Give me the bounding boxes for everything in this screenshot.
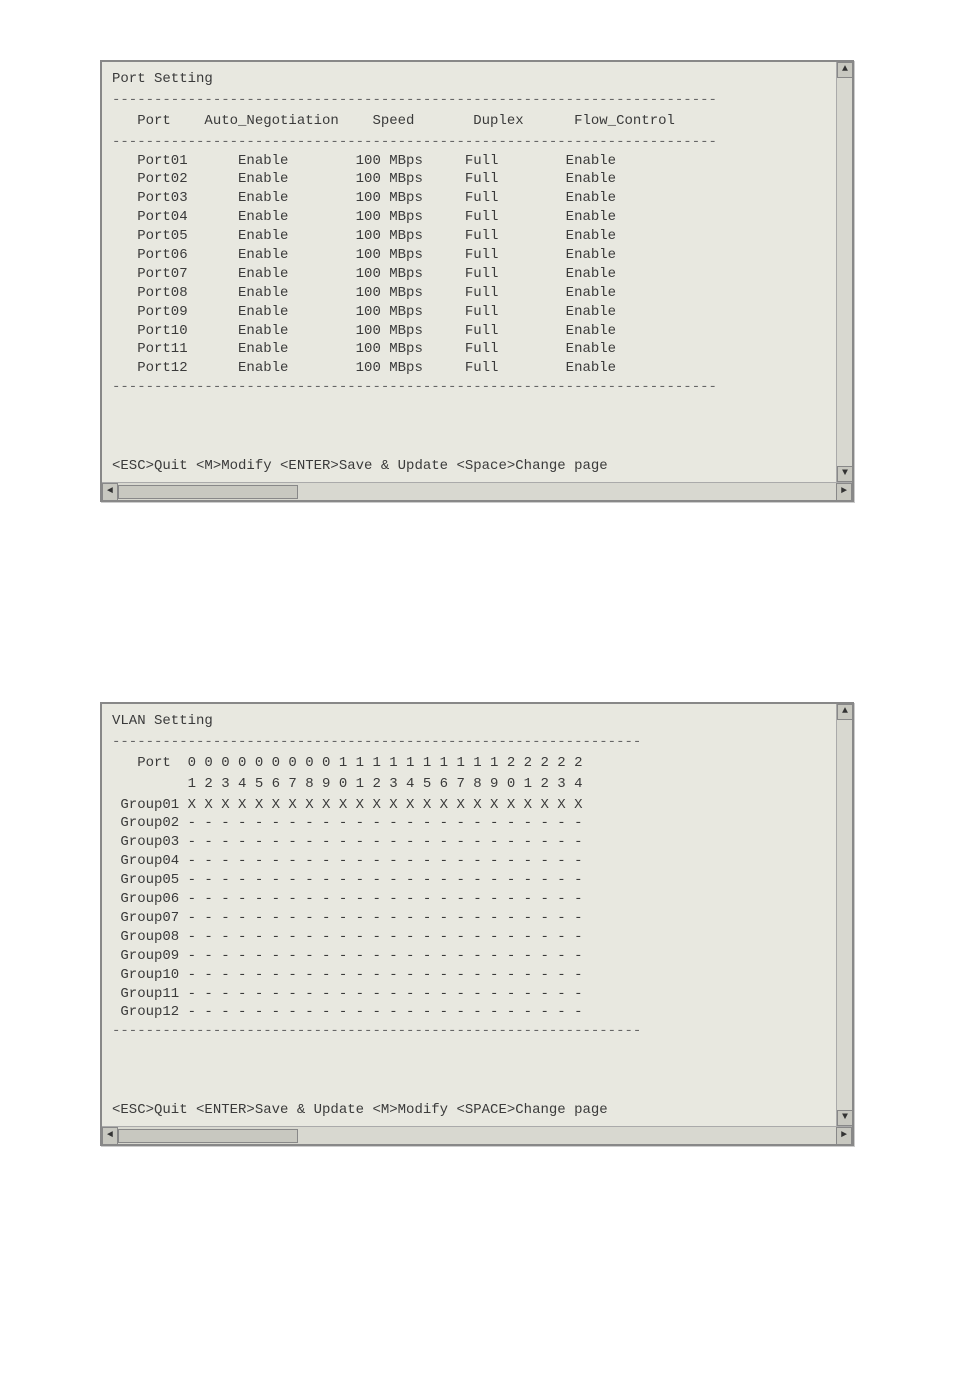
table-row: Port04 Enable 100 MBps Full Enable	[112, 208, 824, 227]
divider: ----------------------------------------…	[112, 133, 824, 152]
port-setting-footer: <ESC>Quit <M>Modify <ENTER>Save & Update…	[112, 457, 824, 476]
divider: ----------------------------------------…	[112, 378, 824, 397]
vlan-setting-title: VLAN Setting	[112, 712, 824, 731]
table-row: Group08 - - - - - - - - - - - - - - - - …	[112, 928, 824, 947]
scroll-up-icon[interactable]: ▲	[837, 704, 853, 720]
table-row: Port10 Enable 100 MBps Full Enable	[112, 322, 824, 341]
vlan-setting-window: VLAN Setting ---------------------------…	[100, 702, 854, 1146]
scroll-left-icon[interactable]: ◄	[102, 1127, 118, 1145]
table-row: Group11 - - - - - - - - - - - - - - - - …	[112, 985, 824, 1004]
table-row: Group06 - - - - - - - - - - - - - - - - …	[112, 890, 824, 909]
horizontal-scrollbar[interactable]: ◄ ►	[102, 1126, 852, 1144]
scroll-down-icon[interactable]: ▼	[837, 466, 853, 482]
divider: ----------------------------------------…	[112, 91, 824, 110]
horizontal-scrollbar[interactable]: ◄ ►	[102, 482, 852, 500]
vlan-setting-content: VLAN Setting ---------------------------…	[112, 712, 842, 1144]
port-setting-content: Port Setting ---------------------------…	[112, 70, 842, 500]
port-setting-title: Port Setting	[112, 70, 824, 89]
table-row: Port08 Enable 100 MBps Full Enable	[112, 284, 824, 303]
port-setting-window: Port Setting ---------------------------…	[100, 60, 854, 502]
table-row: Port09 Enable 100 MBps Full Enable	[112, 303, 824, 322]
vlan-table-body: Group01 X X X X X X X X X X X X X X X X …	[112, 796, 824, 1023]
vlan-header-2: 1 2 3 4 5 6 7 8 9 0 1 2 3 4 5 6 7 8 9 0 …	[112, 775, 824, 794]
table-row: Port03 Enable 100 MBps Full Enable	[112, 189, 824, 208]
scroll-left-icon[interactable]: ◄	[102, 483, 118, 501]
vlan-header-1: Port 0 0 0 0 0 0 0 0 0 1 1 1 1 1 1 1 1 1…	[112, 754, 824, 773]
scroll-right-icon[interactable]: ►	[836, 1127, 852, 1145]
divider: ----------------------------------------…	[112, 1022, 824, 1041]
table-row: Group04 - - - - - - - - - - - - - - - - …	[112, 852, 824, 871]
table-row: Group02 - - - - - - - - - - - - - - - - …	[112, 814, 824, 833]
table-row: Group01 X X X X X X X X X X X X X X X X …	[112, 796, 824, 815]
table-row: Port07 Enable 100 MBps Full Enable	[112, 265, 824, 284]
table-row: Port02 Enable 100 MBps Full Enable	[112, 170, 824, 189]
table-row: Group10 - - - - - - - - - - - - - - - - …	[112, 966, 824, 985]
table-row: Port11 Enable 100 MBps Full Enable	[112, 340, 824, 359]
scroll-down-icon[interactable]: ▼	[837, 1110, 853, 1126]
table-row: Port05 Enable 100 MBps Full Enable	[112, 227, 824, 246]
scroll-thumb[interactable]	[118, 485, 298, 499]
table-row: Group09 - - - - - - - - - - - - - - - - …	[112, 947, 824, 966]
vertical-scrollbar[interactable]: ▲ ▼	[836, 704, 852, 1126]
table-row: Group03 - - - - - - - - - - - - - - - - …	[112, 833, 824, 852]
vlan-setting-footer: <ESC>Quit <ENTER>Save & Update <M>Modify…	[112, 1101, 824, 1120]
port-table-header: Port Auto_Negotiation Speed Duplex Flow_…	[112, 112, 824, 131]
divider: ----------------------------------------…	[112, 733, 824, 752]
vertical-scrollbar[interactable]: ▲ ▼	[836, 62, 852, 482]
table-row: Group05 - - - - - - - - - - - - - - - - …	[112, 871, 824, 890]
table-row: Port01 Enable 100 MBps Full Enable	[112, 152, 824, 171]
scroll-up-icon[interactable]: ▲	[837, 62, 853, 78]
table-row: Group07 - - - - - - - - - - - - - - - - …	[112, 909, 824, 928]
scroll-right-icon[interactable]: ►	[836, 483, 852, 501]
port-table-body: Port01 Enable 100 MBps Full Enable Port0…	[112, 152, 824, 379]
table-row: Group12 - - - - - - - - - - - - - - - - …	[112, 1003, 824, 1022]
scroll-thumb[interactable]	[118, 1129, 298, 1143]
table-row: Port06 Enable 100 MBps Full Enable	[112, 246, 824, 265]
table-row: Port12 Enable 100 MBps Full Enable	[112, 359, 824, 378]
